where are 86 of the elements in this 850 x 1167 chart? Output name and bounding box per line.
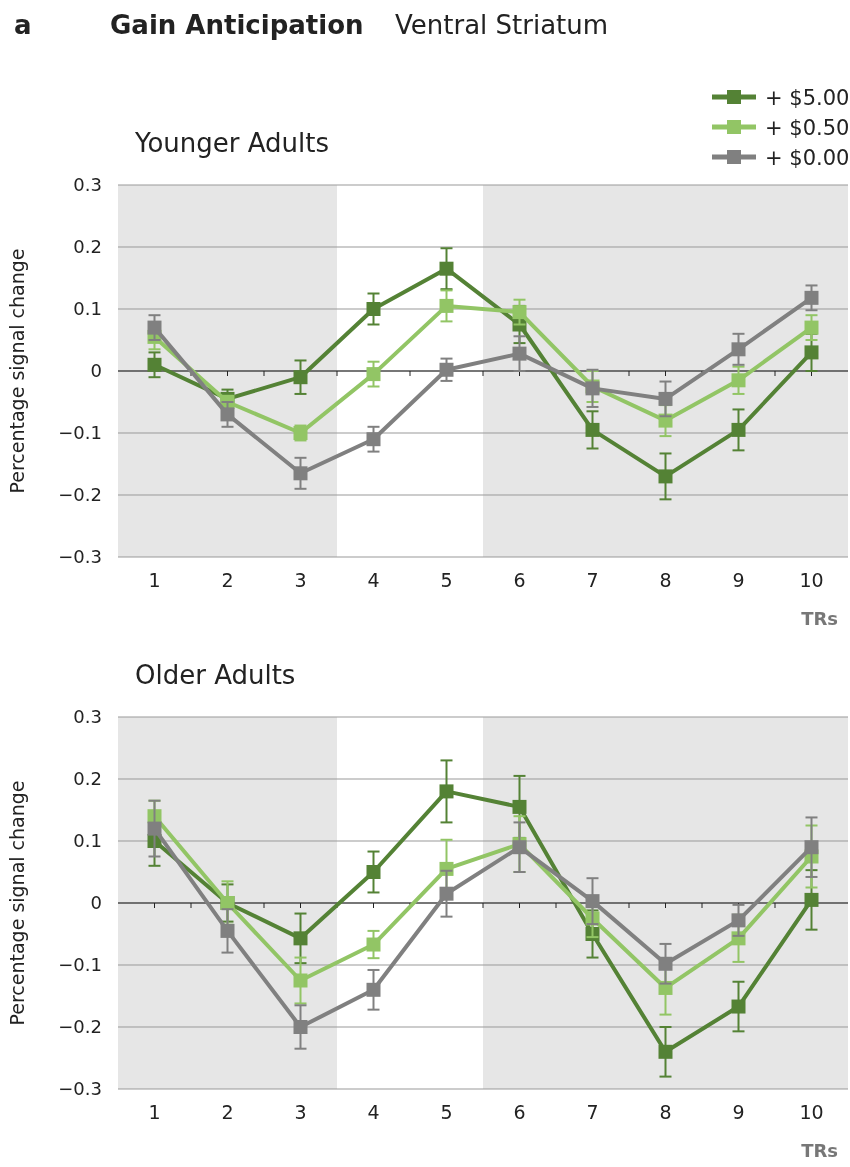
x-axis-title: TRs (801, 608, 838, 629)
text: Gain Anticipation (110, 10, 364, 40)
point (366, 367, 381, 382)
y-tick-label: 0.1 (73, 298, 102, 319)
point (731, 913, 746, 928)
x-tick-label: 2 (221, 569, 234, 591)
point (293, 370, 308, 385)
y-tick-label: 0.3 (73, 706, 102, 727)
point (439, 298, 454, 313)
x-tick-label: 2 (221, 1101, 234, 1123)
y-tick-label: 0.3 (73, 174, 102, 195)
point (366, 982, 381, 997)
point (366, 937, 381, 952)
point (731, 342, 746, 357)
legend-label: + $0.50 (765, 116, 850, 140)
point (147, 821, 162, 836)
y-tick-label: 0 (90, 892, 102, 913)
x-tick-label: 6 (513, 569, 526, 591)
point (585, 894, 600, 909)
text: Ventral Striatum (395, 10, 609, 40)
point (658, 956, 673, 971)
y-tick-label: −0.1 (58, 954, 102, 975)
point (731, 373, 746, 388)
x-tick-label: 3 (294, 569, 307, 591)
point (439, 784, 454, 799)
chart-title: Younger Adults (134, 128, 330, 158)
x-tick-label: 3 (294, 1101, 307, 1123)
x-tick-label: 4 (367, 1101, 380, 1123)
point (147, 357, 162, 372)
point (147, 320, 162, 335)
x-tick-label: 5 (440, 1101, 453, 1123)
point (293, 1020, 308, 1034)
point (220, 407, 235, 422)
point (804, 892, 819, 907)
point (366, 865, 381, 879)
point (512, 346, 527, 361)
x-tick-label: 5 (440, 569, 453, 591)
point (220, 923, 235, 938)
x-tick-label: 7 (586, 1101, 599, 1123)
y-axis-title: Percentage signal change (6, 248, 28, 494)
y-tick-label: −0.3 (58, 1078, 102, 1099)
y-tick-label: 0 (90, 360, 102, 381)
point (293, 931, 308, 946)
x-tick-label: 9 (732, 569, 745, 591)
x-tick-label: 8 (659, 569, 672, 591)
y-axis-title: Percentage signal change (6, 780, 28, 1026)
x-tick-label: 4 (367, 569, 380, 591)
point (731, 422, 746, 437)
point (439, 362, 454, 377)
x-tick-label: 1 (148, 1101, 161, 1123)
y-tick-label: 0.2 (73, 236, 102, 257)
x-tick-label: 10 (799, 1101, 824, 1123)
point (366, 302, 381, 316)
point (804, 345, 819, 360)
x-tick-label: 1 (148, 569, 161, 591)
legend-label: + $0.00 (765, 146, 850, 170)
chart-title: Older Adults (135, 660, 296, 690)
point (658, 469, 673, 484)
point (293, 973, 308, 988)
x-axis-title: TRs (801, 1140, 838, 1161)
point (804, 290, 819, 305)
legend-label: + $5.00 (765, 86, 850, 110)
point (439, 886, 454, 901)
y-tick-label: −0.2 (58, 484, 102, 505)
x-tick-label: 7 (586, 569, 599, 591)
point (293, 466, 308, 481)
point (658, 391, 673, 406)
y-tick-label: 0.1 (73, 830, 102, 851)
y-tick-label: −0.1 (58, 422, 102, 443)
point (439, 261, 454, 276)
point (658, 1044, 673, 1059)
y-tick-label: 0.2 (73, 768, 102, 789)
point (512, 799, 527, 814)
x-tick-label: 8 (659, 1101, 672, 1123)
point (366, 432, 381, 447)
x-tick-label: 9 (732, 1101, 745, 1123)
y-tick-label: −0.2 (58, 1016, 102, 1037)
x-tick-label: 6 (513, 1101, 526, 1123)
point (804, 840, 819, 855)
point (512, 305, 527, 320)
text: a (14, 10, 32, 40)
point (731, 999, 746, 1014)
x-tick-label: 10 (799, 569, 824, 591)
y-tick-label: −0.3 (58, 546, 102, 567)
point (585, 422, 600, 437)
point (804, 320, 819, 335)
